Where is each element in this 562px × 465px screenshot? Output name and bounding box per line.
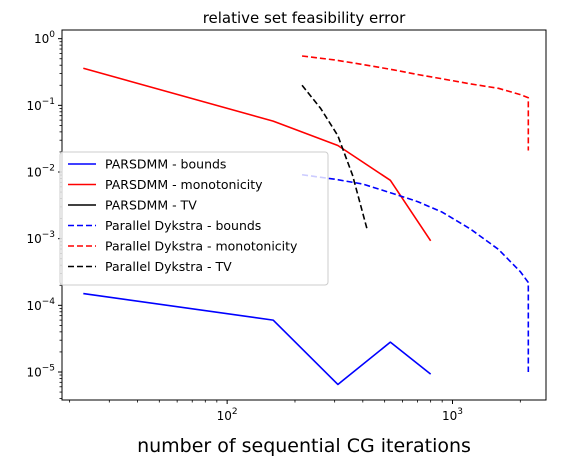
legend-box [59, 151, 329, 286]
series-line-5 [301, 55, 530, 151]
x-axis-label: number of sequential CG iterations [137, 435, 471, 457]
series-line-4 [301, 173, 530, 372]
series-line-6 [301, 84, 369, 232]
y-tick-label: 100 [34, 30, 55, 46]
y-tick-label: 10−3 [26, 230, 55, 246]
x-tick-label: 102 [217, 407, 238, 423]
legend-label: Parallel Dykstra - bounds [105, 218, 261, 233]
y-tick-label: 10−2 [26, 164, 55, 180]
axes: 102 103 10−5 10−4 10−3 10−2 10−1 100 [26, 29, 547, 423]
chart-title: relative set feasibility error [203, 9, 406, 27]
legend-label: Parallel Dykstra - monotonicity [105, 239, 298, 254]
series-line-1 [83, 292, 432, 386]
x-tick-label: 103 [442, 407, 463, 423]
y-tick-label: 10−4 [26, 297, 55, 313]
plot-area [83, 55, 530, 386]
y-tick-label: 10−1 [26, 97, 55, 113]
y-tick-label: 10−5 [26, 363, 55, 379]
legend-label: Parallel Dykstra - TV [105, 259, 232, 274]
legend-label: PARSDMM - TV [105, 198, 197, 213]
legend-label: PARSDMM - monotonicity [105, 177, 263, 192]
legend-label: PARSDMM - bounds [105, 157, 226, 172]
legend: PARSDMM - bounds PARSDMM - monotonicity PA… [59, 151, 329, 286]
series-line-2 [83, 67, 432, 242]
